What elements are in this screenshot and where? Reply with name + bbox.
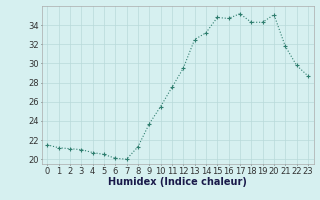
X-axis label: Humidex (Indice chaleur): Humidex (Indice chaleur) <box>108 177 247 187</box>
